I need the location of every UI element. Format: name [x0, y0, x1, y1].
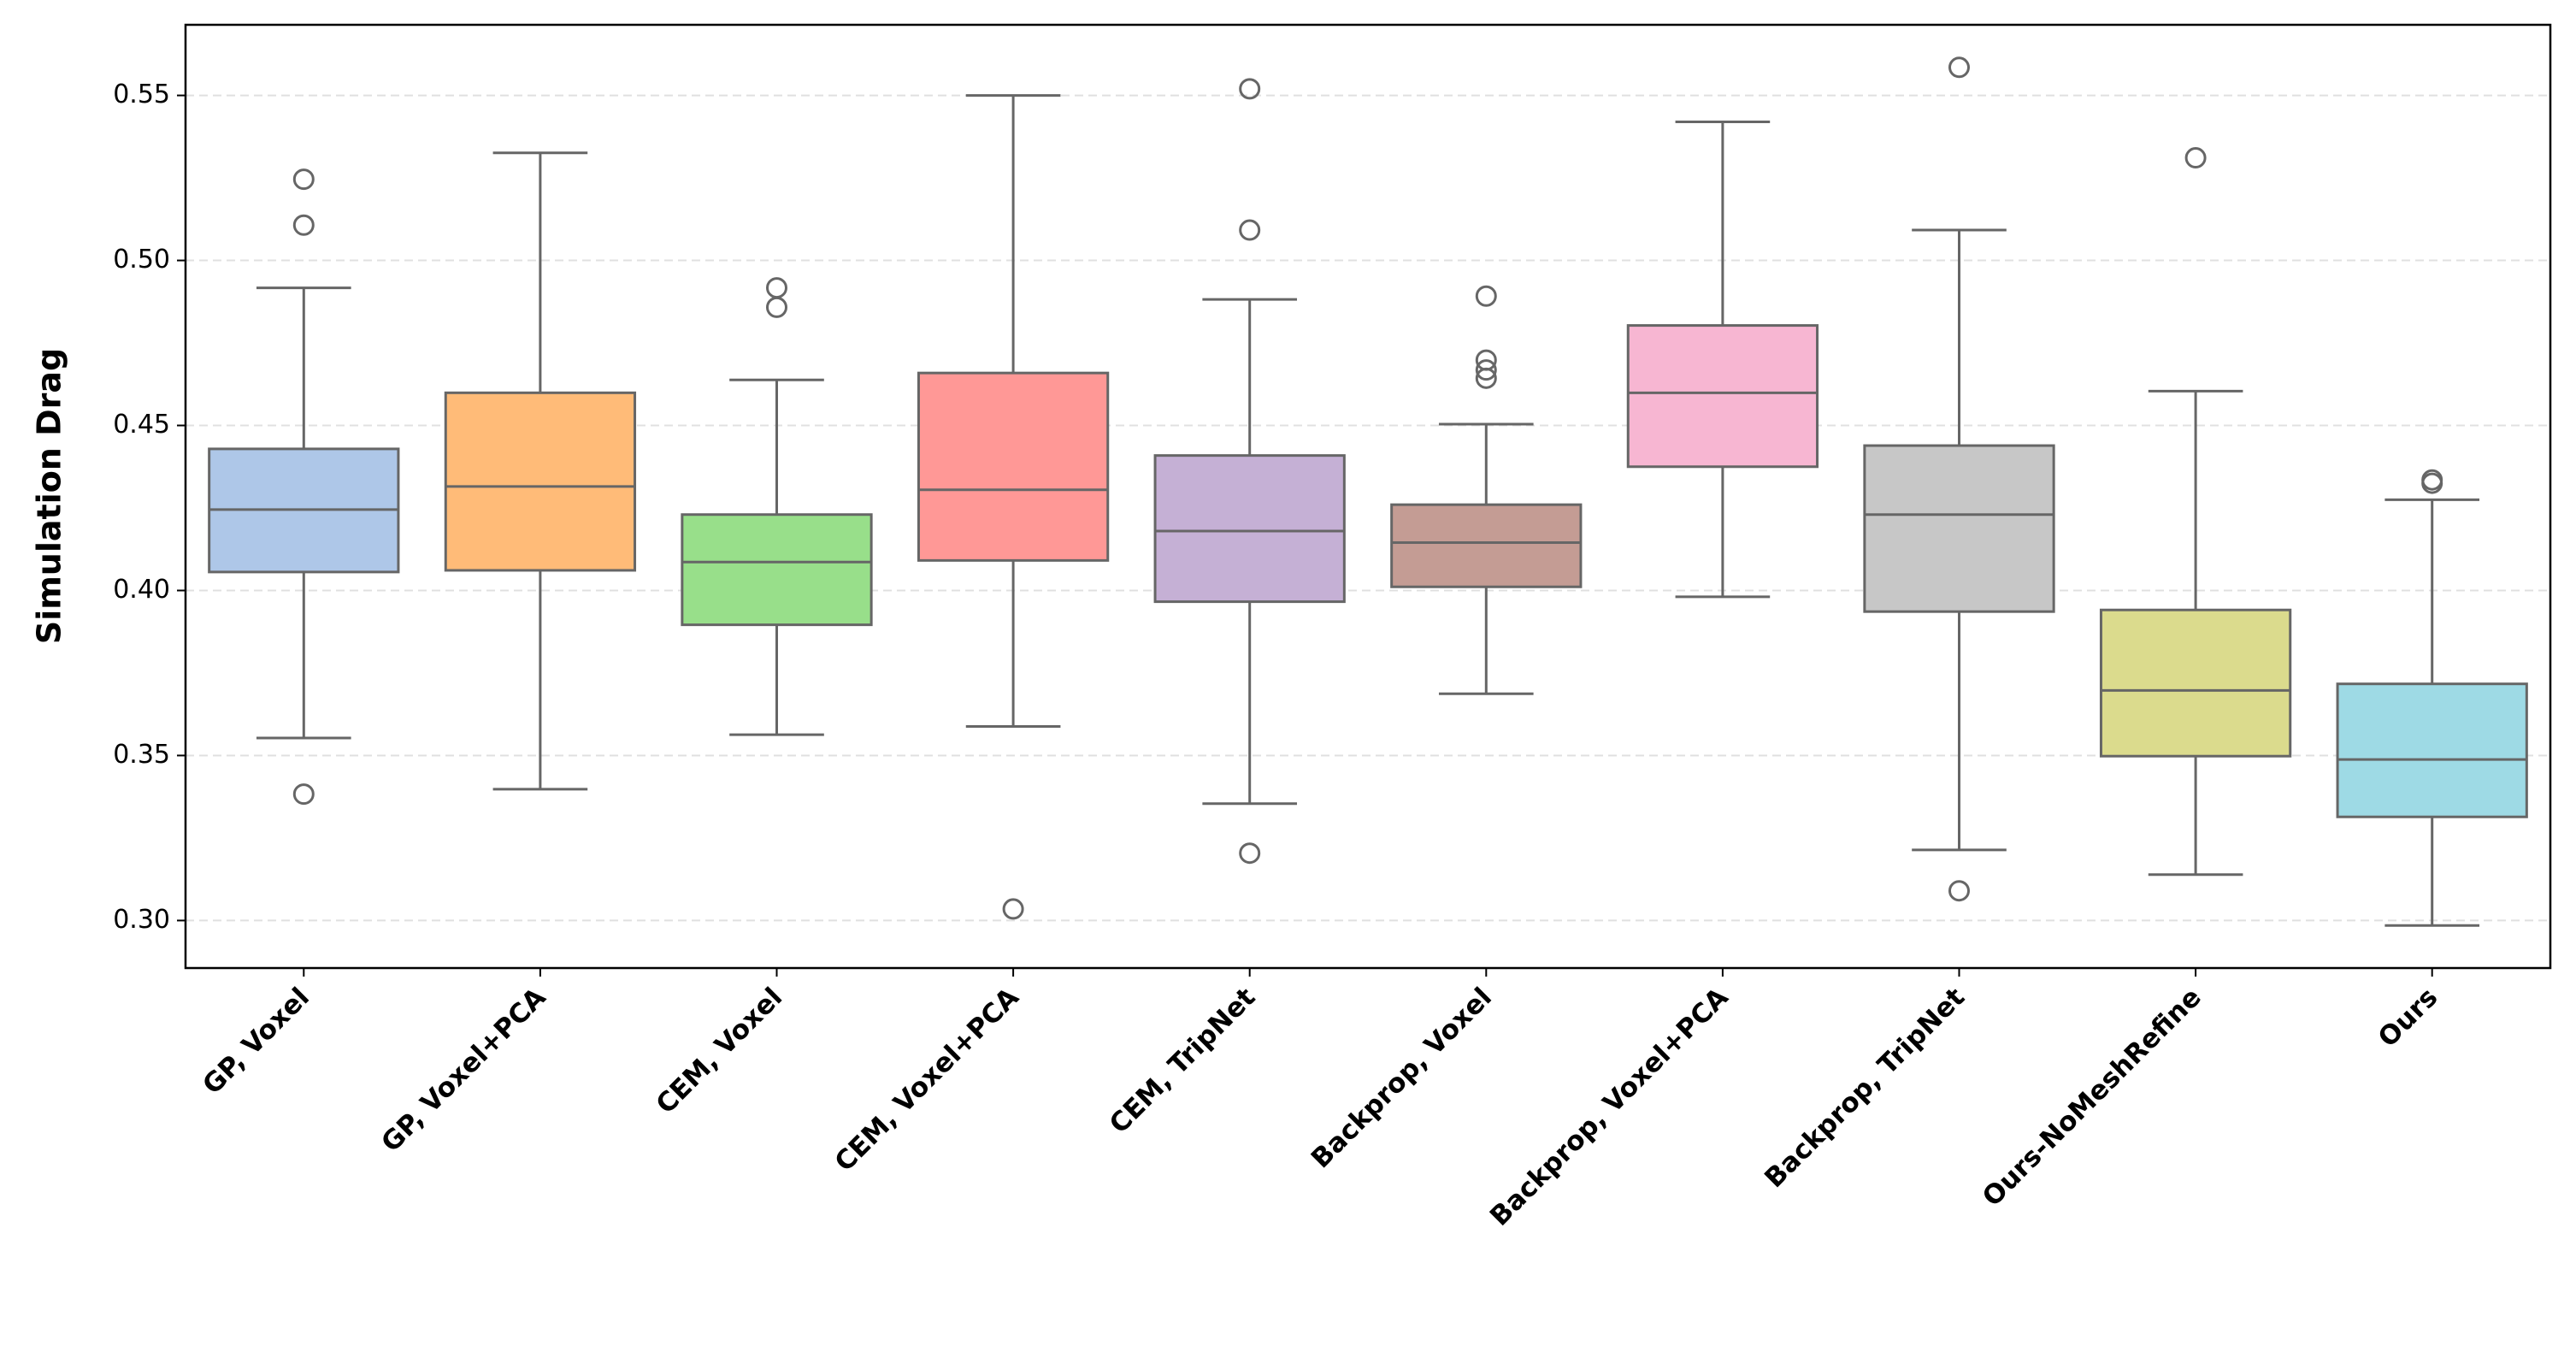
x-tick-label: GP, Voxel+PCA	[375, 982, 551, 1158]
flier	[1002, 898, 1024, 920]
x-tick-label: Backprop, Voxel+PCA	[1484, 982, 1735, 1232]
box	[2099, 608, 2292, 758]
x-tick-label: CEM, TripNet	[1104, 982, 1262, 1140]
y-tick-label: 0.50	[113, 245, 170, 275]
flier	[2184, 147, 2207, 169]
flier	[292, 783, 315, 806]
y-tick-label: 0.45	[113, 410, 170, 440]
flier	[1239, 78, 1261, 100]
flier	[766, 296, 787, 318]
box	[2336, 682, 2528, 818]
flier	[292, 168, 315, 191]
plot-frame	[184, 23, 2552, 970]
flier	[1475, 367, 1497, 389]
flier	[1239, 219, 1261, 241]
y-tick-label: 0.55	[113, 80, 170, 109]
box	[1390, 503, 1583, 588]
flier	[766, 277, 787, 299]
y-tick-label: 0.35	[113, 740, 170, 770]
y-tick-label: 0.40	[113, 575, 170, 605]
box	[1626, 324, 1819, 469]
box	[444, 391, 637, 572]
x-tick-label: GP, Voxel	[197, 982, 315, 1101]
flier	[1239, 842, 1261, 865]
y-axis-label: Simulation Drag	[31, 348, 68, 644]
x-tick-label: Ours	[2373, 982, 2444, 1054]
flier	[1948, 56, 1970, 79]
box	[917, 371, 1110, 562]
x-tick-label: Backprop, TripNet	[1759, 982, 1971, 1194]
box	[681, 513, 873, 627]
flier	[2421, 472, 2443, 494]
flier	[292, 214, 315, 236]
y-tick-label: 0.30	[113, 905, 170, 935]
flier	[1475, 359, 1497, 381]
x-tick-label: CEM, Voxel+PCA	[829, 982, 1025, 1178]
flier	[1948, 880, 1970, 902]
flier	[1475, 285, 1497, 307]
box	[1863, 444, 2055, 613]
box	[1153, 454, 1346, 604]
x-tick-label: Ours-NoMeshRefine	[1977, 982, 2208, 1213]
x-tick-label: CEM, Voxel	[651, 982, 789, 1120]
x-tick-label: Backprop, Voxel	[1306, 982, 1498, 1174]
